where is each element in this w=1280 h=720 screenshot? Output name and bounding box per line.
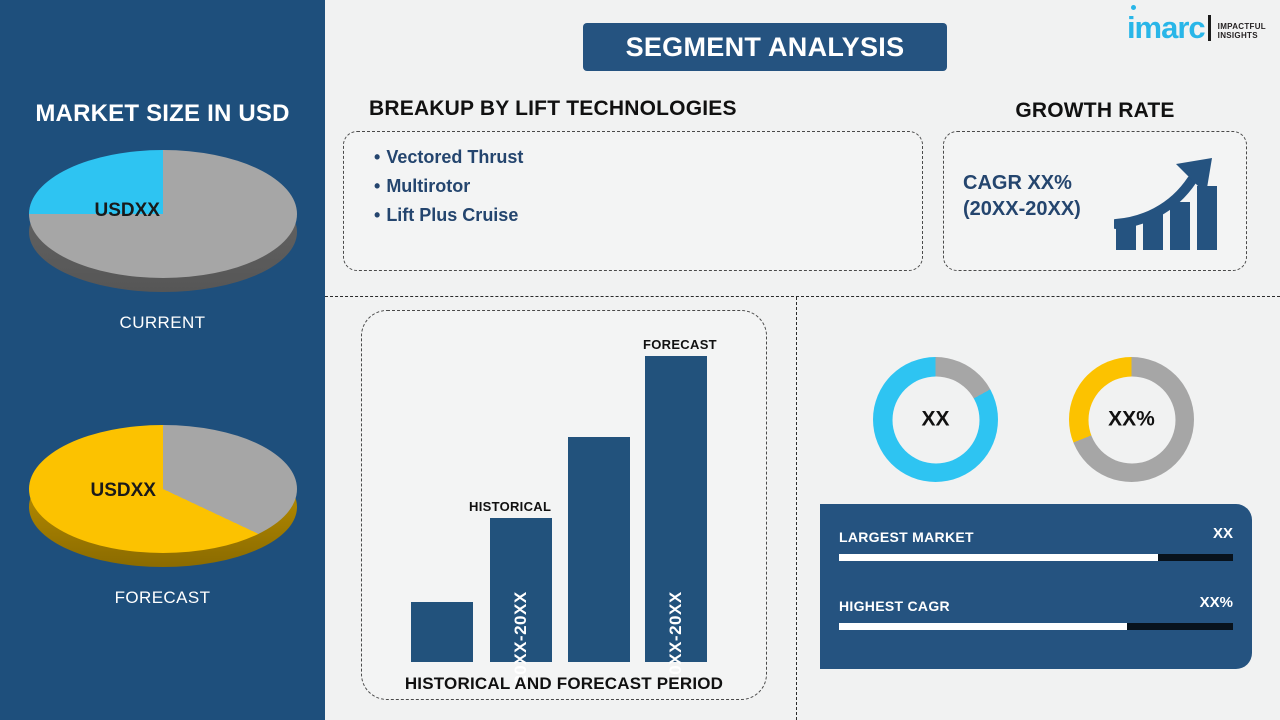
pie-caption-current: CURRENT (119, 313, 206, 332)
stat-progress-track (839, 554, 1233, 561)
logo-dot-icon (1130, 5, 1136, 10)
bar-chart-bar (411, 602, 473, 662)
highest-cagr-donut: XX% (1069, 357, 1194, 482)
stat-value: XX% (1199, 594, 1233, 611)
list-item: • Vectored Thrust (374, 143, 922, 172)
cagr-line-2: (20XX-20XX) (963, 198, 1081, 220)
key-stats-card: LARGEST MARKET XX HIGHEST CAGR XX% (820, 504, 1252, 669)
list-item: • Multirotor (374, 172, 922, 201)
list-item-label: Vectored Thrust (386, 147, 524, 167)
forecast-pie-chart: USDXX FORECAST (0, 425, 325, 608)
donut-hole: XX% (1088, 376, 1175, 463)
bullet-icon: • (374, 176, 381, 196)
bar-chart-bar: 20XX-20XX (490, 518, 552, 685)
logo-tagline-line2: INSIGHTS (1217, 30, 1258, 40)
list-item-label: Multirotor (386, 176, 471, 196)
bar-inner-label: 20XX-20XX (666, 591, 685, 685)
logo-word-text: imarc (1126, 10, 1206, 45)
horizontal-divider (325, 296, 1280, 297)
cagr-line-1: CAGR XX% (963, 172, 1072, 194)
pie-slice-label: USDXX (90, 480, 156, 501)
sidebar-title: MARKET SIZE IN USD (35, 100, 290, 127)
bar-chart-axis-title: HISTORICAL AND FORECAST PERIOD (404, 674, 724, 693)
logo-wordmark: imarc (1126, 5, 1206, 45)
stat-label: LARGEST MARKET (839, 529, 974, 545)
logo-tagline-line1: IMPACTFUL (1217, 21, 1266, 31)
logo-tagline: IMPACTFUL INSIGHTS (1218, 22, 1266, 43)
pie-3d-top (28, 150, 297, 278)
breakup-heading: BREAKUP BY LIFT TECHNOLOGIES (369, 97, 737, 120)
stat-progress-track (839, 623, 1233, 630)
market-size-sidebar: MARKET SIZE IN USD USDXX CURRENT USDXX F… (0, 0, 325, 720)
current-pie-chart: USDXX CURRENT (0, 150, 325, 333)
bar-chart-bar: 20XX-20XX (645, 356, 707, 685)
pie-3d-top (28, 425, 297, 553)
bar-chart-bar (568, 437, 630, 662)
bullet-icon: • (374, 147, 381, 167)
imarc-logo: imarc IMPACTFUL INSIGHTS (1126, 5, 1266, 45)
pie-caption-forecast: FORECAST (114, 588, 211, 607)
stat-row: HIGHEST CAGR XX% (839, 594, 1233, 630)
list-item: • Lift Plus Cruise (374, 201, 922, 230)
bar-annotation-forecast: FORECAST (643, 337, 717, 352)
stat-progress-fill (839, 554, 1159, 561)
pie-slice-label: USDXX (94, 200, 160, 221)
donut-value: XX (921, 407, 950, 431)
stat-value: XX (1212, 525, 1233, 542)
stat-label: HIGHEST CAGR (839, 598, 950, 614)
stat-row: LARGEST MARKET XX (839, 525, 1233, 561)
logo-divider-bar (1207, 15, 1211, 41)
breakup-card: • Vectored Thrust • Multirotor • Lift Plus … (343, 131, 923, 271)
growth-rate-heading: GROWTH RATE (1015, 99, 1175, 122)
growth-rate-card: CAGR XX% (20XX-20XX) (943, 131, 1247, 271)
bar-chart-plot: 20XX-20XX 20XX-20XX HISTORICAL FORECAST (411, 310, 717, 685)
list-item-label: Lift Plus Cruise (386, 205, 519, 225)
bar-inner-label: 20XX-20XX (511, 591, 530, 685)
bar-annotation-historical: HISTORICAL (469, 499, 552, 514)
donut-hole: XX (892, 376, 979, 463)
cagr-text-block: CAGR XX% (20XX-20XX) (963, 170, 1081, 222)
growth-arrow-bars-icon (1111, 152, 1232, 257)
vertical-divider (796, 297, 797, 720)
largest-market-donut: XX (873, 357, 998, 482)
donut-value: XX% (1108, 407, 1155, 431)
breakup-list: • Vectored Thrust • Multirotor • Lift Plus … (344, 132, 922, 230)
page-title: SEGMENT ANALYSIS (583, 23, 947, 71)
bullet-icon: • (374, 205, 381, 225)
stat-progress-fill (839, 623, 1127, 630)
